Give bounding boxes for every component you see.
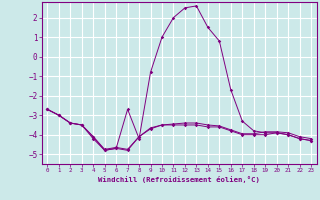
X-axis label: Windchill (Refroidissement éolien,°C): Windchill (Refroidissement éolien,°C) xyxy=(98,176,260,183)
